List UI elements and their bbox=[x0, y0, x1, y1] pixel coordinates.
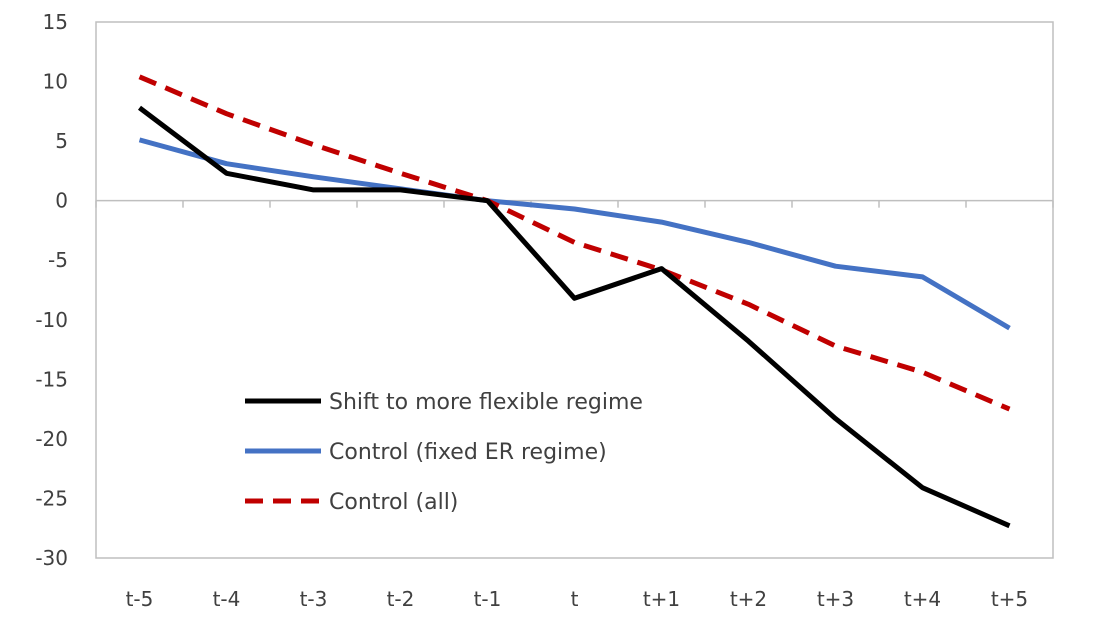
y-tick-label: 10 bbox=[43, 70, 68, 94]
x-tick-label: t+5 bbox=[991, 587, 1028, 611]
y-tick-label: -10 bbox=[35, 308, 68, 332]
series-line-0 bbox=[137, 105, 1011, 529]
y-tick-label: -15 bbox=[35, 367, 68, 391]
y-tick-label: -5 bbox=[48, 248, 68, 272]
y-axis: 15 10 5 0 -5 -10 -15 -20 -25 -30 bbox=[35, 10, 68, 570]
x-axis: t-5 t-4 t-3 t-2 t-1 t t+1 t+2 t+3 t+4 t+5 bbox=[95, 200, 1054, 611]
series-line-1 bbox=[138, 137, 1011, 331]
y-tick-label: -25 bbox=[35, 486, 68, 510]
legend-label-0: Shift to more flexible regime bbox=[329, 390, 643, 415]
y-tick-label: -20 bbox=[35, 427, 68, 451]
x-tick-label: t-5 bbox=[126, 587, 154, 611]
plot-area-border bbox=[95, 21, 1054, 559]
legend: Shift to more flexible regime Control (fi… bbox=[245, 390, 643, 515]
x-tick-label: t+2 bbox=[730, 587, 767, 611]
x-tick-label: t-3 bbox=[300, 587, 328, 611]
x-tick-label: t-2 bbox=[387, 587, 415, 611]
x-tick-label: t+4 bbox=[904, 587, 941, 611]
y-tick-label: 5 bbox=[55, 129, 68, 153]
series-line-2 bbox=[138, 74, 1011, 412]
x-tick-label: t-1 bbox=[474, 587, 502, 611]
x-tick-label: t+3 bbox=[817, 587, 854, 611]
x-tick-label: t bbox=[571, 587, 579, 611]
legend-label-1: Control (fixed ER regime) bbox=[329, 440, 607, 465]
series-group bbox=[137, 74, 1011, 529]
y-tick-label: -30 bbox=[35, 546, 68, 570]
y-tick-label: 0 bbox=[55, 189, 68, 213]
x-tick-label: t-4 bbox=[213, 587, 241, 611]
legend-label-2: Control (all) bbox=[329, 490, 458, 515]
x-tick-label: t+1 bbox=[643, 587, 680, 611]
y-tick-label: 15 bbox=[43, 10, 68, 34]
